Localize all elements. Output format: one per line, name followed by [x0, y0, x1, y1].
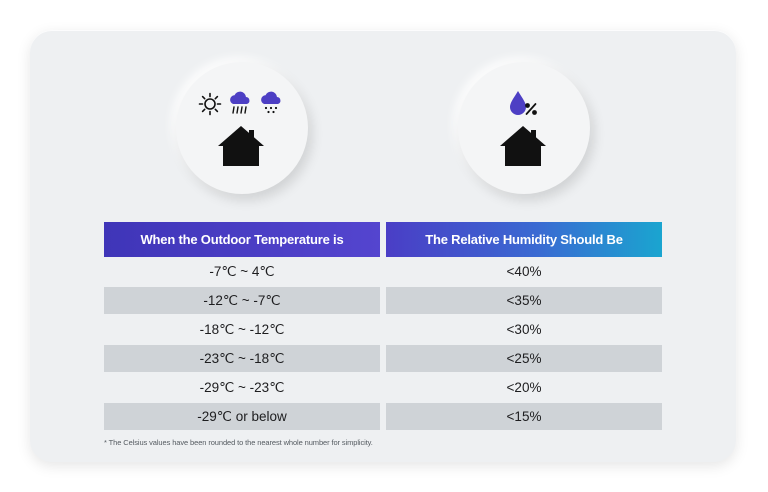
humidity-cell: <35% [386, 287, 662, 314]
house-icon [218, 126, 264, 166]
temperature-cell: -12℃ ~ -7℃ [104, 287, 380, 314]
weather-icon-circle [176, 62, 308, 194]
table-row: -7℃ ~ 4℃ <40% [104, 258, 662, 285]
humidity-cell: <20% [506, 380, 542, 395]
table-row: -18℃ ~ -12℃ <30% [104, 316, 662, 343]
humidity-cell: <30% [506, 322, 542, 337]
snow-cloud-icon [261, 91, 281, 114]
humidity-cell: <40% [506, 264, 542, 279]
rain-cloud-icon [230, 91, 250, 114]
table-row: -29℃ or below <15% [104, 403, 662, 430]
humidity-cell: <15% [386, 403, 662, 430]
percent-icon [525, 103, 537, 115]
table-row: -23℃ ~ -18℃ <25% [104, 345, 662, 372]
sun-icon [198, 92, 222, 116]
temperature-cell: -18℃ ~ -12℃ [199, 321, 285, 337]
temperature-cell: -29℃ or below [104, 403, 380, 430]
temperature-cell: -7℃ ~ 4℃ [209, 263, 275, 279]
table-row: -12℃ ~ -7℃ <35% [104, 287, 662, 314]
temperature-cell: -23℃ ~ -18℃ [104, 345, 380, 372]
humidity-cell: <25% [386, 345, 662, 372]
water-drop-icon [510, 91, 526, 115]
humidity-icon-circle [458, 62, 590, 194]
house-icon [500, 126, 546, 166]
footnote: * The Celsius values have been rounded t… [104, 438, 373, 447]
temperature-cell: -29℃ ~ -23℃ [199, 379, 285, 395]
header-outdoor-temperature: When the Outdoor Temperature is [104, 222, 380, 257]
table-row: -29℃ ~ -23℃ <20% [104, 374, 662, 401]
header-relative-humidity: The Relative Humidity Should Be [386, 222, 662, 257]
